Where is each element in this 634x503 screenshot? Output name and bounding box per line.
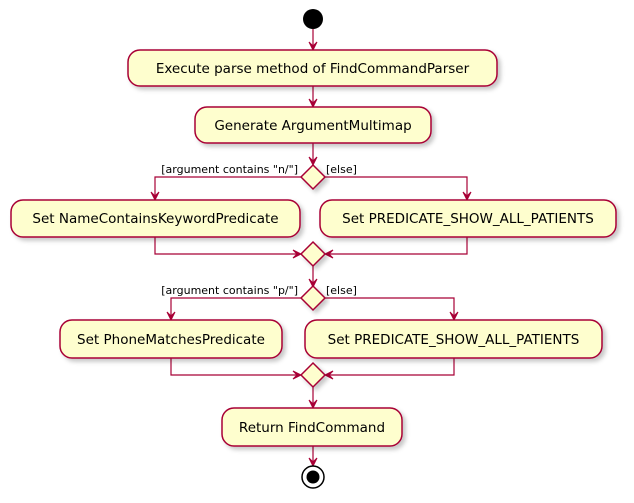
activity-label: Set PREDICATE_SHOW_ALL_PATIENTS [328,332,580,348]
activity-execute-parse: Execute parse method of FindCommandParse… [127,49,498,87]
decision-diamond-name [299,163,327,191]
end-node [301,465,325,489]
edge-showall-merge2 [328,358,455,376]
edges [150,29,472,468]
arrowhead [308,156,318,167]
arrowhead [308,399,318,410]
activity-return-command: Return FindCommand [221,407,403,447]
arrowhead [166,311,176,322]
guard-name-else: [else] [326,163,357,176]
decision-diamond-phone [299,284,327,312]
activity-set-show-all-1: Set PREDICATE_SHOW_ALL_PATIENTS [319,199,617,238]
arrowhead [308,457,318,468]
edge-name-merge1 [154,237,298,255]
guard-phone-else: [else] [326,284,357,297]
activity-label: Set NameContainsKeywordPredicate [32,211,278,227]
edge-showall-merge1 [328,237,468,255]
activity-set-name-predicate: Set NameContainsKeywordPredicate [10,199,301,238]
arrowhead [150,191,160,202]
activity-label: Set PREDICATE_SHOW_ALL_PATIENTS [342,211,594,227]
activity-set-show-all-2: Set PREDICATE_SHOW_ALL_PATIENTS [304,319,603,359]
start-node [303,9,323,29]
activity-label: Generate ArgumentMultimap [214,118,411,134]
guard-phone-branch: [argument contains "p/"] [161,284,298,297]
arrowhead [292,249,303,259]
arrowhead [323,249,334,259]
arrowhead [323,370,334,380]
arrowhead [449,311,459,322]
arrowhead [308,278,318,289]
arrowhead [308,41,318,52]
arrowhead [292,370,303,380]
merge-diamond-2 [299,361,327,389]
edge-decision2-showall [325,297,455,317]
activity-set-phone-predicate: Set PhoneMatchesPredicate [59,319,283,359]
activity-label: Set PhoneMatchesPredicate [77,332,265,348]
merge-diamond-1 [299,240,327,268]
arrowhead [462,191,472,202]
activity-label: Execute parse method of FindCommandParse… [156,61,470,77]
activity-label: Return FindCommand [239,420,385,436]
guard-name-branch: [argument contains "n/"] [161,163,298,176]
edge-decision1-name [154,176,301,197]
edge-decision1-showall [325,176,468,197]
arrowhead [308,98,318,109]
activity-generate-multimap: Generate ArgumentMultimap [194,106,432,144]
edge-decision2-phone [170,297,301,317]
edge-phone-merge2 [170,358,298,376]
